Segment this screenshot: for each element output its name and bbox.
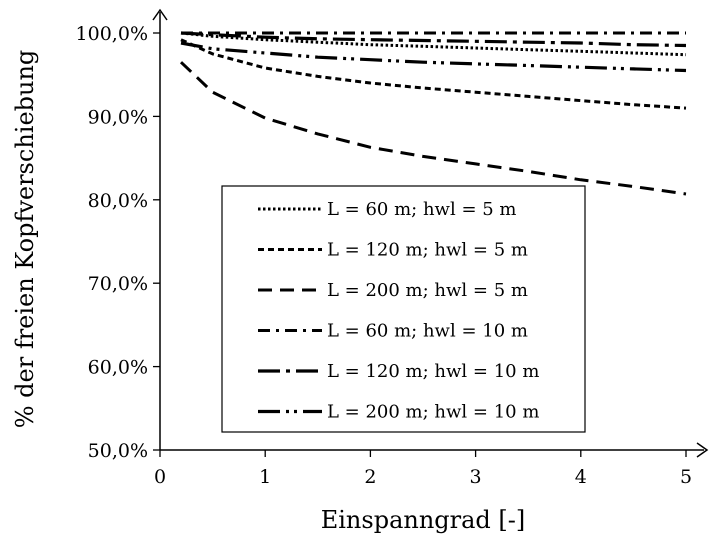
legend-box: [221, 185, 586, 433]
series-line-5: [180, 31, 687, 48]
x-tick-label: 5: [680, 466, 692, 488]
series-line-2: [180, 38, 687, 110]
x-tick-label: 0: [154, 466, 166, 488]
x-tick-label: 1: [259, 466, 271, 488]
y-tick-label: 70,0%: [88, 273, 148, 295]
y-tick-label: 50,0%: [88, 440, 148, 462]
y-axis-arrow: [152, 8, 168, 21]
tick-labels: 50,0% 60,0% 70,0% 80,0% 90,0% 100,0% 0 1 2 3 4 5: [76, 23, 693, 488]
legend-label-3: L = 200 m; hwl = 5 m: [327, 280, 528, 301]
x-tick-label: 2: [364, 466, 376, 488]
y-tick-label: 80,0%: [88, 190, 148, 212]
legend-label-4: L = 60 m; hwl = 10 m: [327, 321, 528, 342]
series-line-3: [179, 61, 687, 196]
legend: L = 60 m; hwl = 5 m L = 120 m; hwl = 5 m L…: [221, 185, 586, 433]
legend-label-6: L = 200 m; hwl = 10 m: [327, 402, 539, 423]
axes: [152, 8, 709, 458]
x-tick-label: 4: [575, 466, 587, 488]
x-axis-arrow: [696, 442, 709, 458]
series-lines: [179, 31, 687, 196]
x-tick-label: 3: [470, 466, 482, 488]
y-tick-label: 90,0%: [88, 106, 148, 128]
series-line-1: [180, 31, 687, 57]
legend-label-2: L = 120 m; hwl = 5 m: [327, 240, 528, 261]
x-axis-title: Einspanngrad [-]: [321, 506, 526, 534]
y-tick-label: 60,0%: [88, 357, 148, 379]
legend-label-1: L = 60 m; hwl = 5 m: [327, 199, 516, 220]
y-axis-title: % der freien Kopfverschiebung: [11, 50, 39, 429]
y-tick-label: 100,0%: [76, 23, 148, 45]
series-line-6: [180, 41, 687, 73]
legend-label-5: L = 120 m; hwl = 10 m: [327, 361, 539, 382]
